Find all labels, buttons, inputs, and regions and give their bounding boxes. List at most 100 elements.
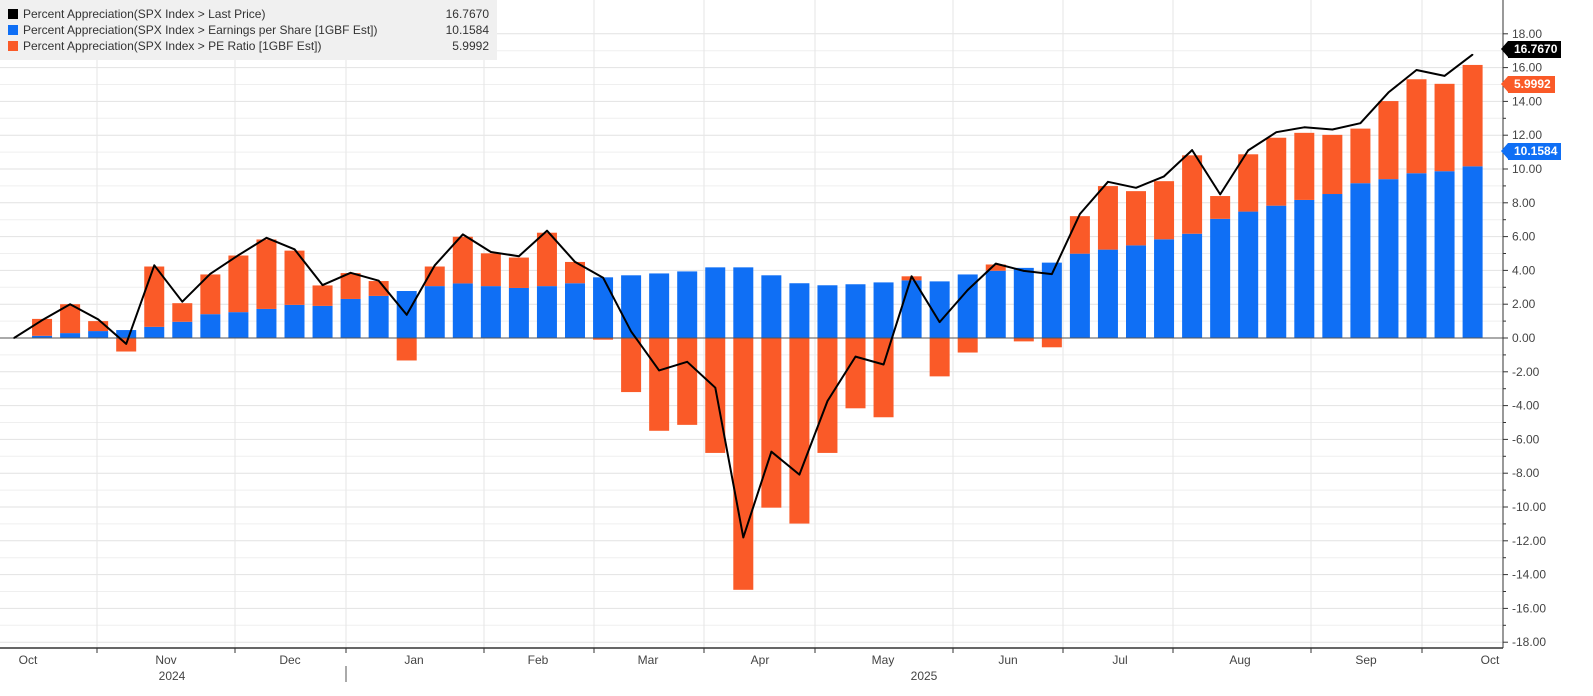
legend-label: Percent Appreciation(SPX Index > PE Rati… — [23, 39, 322, 53]
y-tick-label: 12.00 — [1512, 128, 1542, 142]
line-point-last-price — [405, 314, 408, 316]
line-point-last-price — [658, 369, 660, 372]
bar-eps — [1154, 239, 1175, 338]
bar-pe-ratio — [172, 303, 193, 322]
bar-eps — [929, 281, 950, 338]
y-tick-label: 14.00 — [1512, 94, 1542, 108]
line-point-last-price — [1191, 149, 1193, 151]
line-point-last-price — [1471, 53, 1474, 56]
line-point-last-price — [1135, 186, 1137, 189]
bar-eps — [200, 314, 221, 338]
bar-pe-ratio — [396, 338, 417, 361]
bar-pe-ratio — [200, 274, 221, 315]
bar-pe-ratio — [649, 338, 670, 431]
line-point-last-price — [41, 319, 43, 322]
bar-pe-ratio — [312, 285, 333, 306]
bar-pe-ratio — [424, 266, 445, 287]
bar-eps — [565, 283, 585, 338]
bar-eps — [368, 295, 389, 338]
y-tick-label: 2.00 — [1512, 297, 1536, 311]
bar-pe-ratio — [593, 338, 614, 340]
bar-eps — [508, 287, 529, 338]
bar-eps — [761, 275, 782, 338]
bar-eps — [480, 286, 501, 338]
bar-eps — [256, 308, 277, 338]
line-point-last-price — [209, 272, 212, 275]
line-point-last-price — [518, 255, 520, 258]
line-point-last-price — [798, 473, 801, 476]
legend-value: 16.7670 — [445, 7, 489, 21]
x-tick-label: Oct — [19, 653, 38, 667]
y-tick-label: -12.00 — [1512, 534, 1546, 548]
line-point-last-price — [770, 450, 773, 453]
bar-eps — [1322, 194, 1343, 338]
y-tick-label: 16.00 — [1512, 61, 1542, 75]
bar-pe-ratio — [733, 338, 754, 590]
bar-pe-ratio — [228, 255, 249, 313]
bar-eps — [424, 286, 445, 338]
bar-pe-ratio — [60, 304, 81, 334]
bar-eps — [1210, 218, 1231, 338]
bar-eps — [845, 284, 866, 338]
bar-pe-ratio — [705, 338, 726, 453]
x-tick-label: Nov — [155, 653, 176, 667]
legend-swatch-blue — [8, 25, 18, 35]
y-tick-label: -14.00 — [1512, 568, 1546, 582]
bar-eps — [817, 285, 838, 338]
legend-value: 10.1584 — [445, 23, 489, 37]
line-point-last-price — [686, 361, 688, 363]
bar-eps — [1434, 171, 1455, 338]
bar-pe-ratio — [817, 338, 838, 453]
line-point-last-price — [1051, 273, 1053, 275]
bar-pe-ratio — [1406, 79, 1427, 174]
bar-eps — [340, 298, 361, 338]
x-year-label: 2024 — [159, 669, 186, 683]
line-point-last-price — [938, 321, 941, 323]
x-tick-label: Oct — [1481, 653, 1500, 667]
bar-eps — [228, 312, 249, 338]
line-point-last-price — [826, 400, 829, 402]
x-tick-label: Dec — [279, 653, 300, 667]
legend-label: Percent Appreciation(SPX Index > Last Pr… — [23, 7, 266, 21]
bar-eps — [1238, 211, 1259, 338]
price-last-value-tag: 16.7670 — [1500, 41, 1562, 58]
bar-eps — [1294, 199, 1315, 338]
line-point-last-price — [1107, 181, 1109, 183]
x-tick-label: Apr — [751, 653, 770, 667]
line-point-last-price — [1387, 91, 1390, 94]
bar-eps — [1266, 205, 1287, 338]
line-point-last-price — [433, 264, 436, 267]
line-point-last-price — [910, 275, 913, 278]
bar-eps — [1406, 173, 1427, 338]
y-tick-label: 0.00 — [1512, 331, 1536, 345]
line-point-last-price — [1415, 69, 1418, 71]
y-tick-label: -10.00 — [1512, 500, 1546, 514]
x-tick-label: May — [872, 653, 895, 667]
line-point-last-price — [1303, 126, 1306, 129]
bar-eps — [873, 282, 894, 338]
bar-eps — [88, 331, 109, 338]
line-point-last-price — [714, 386, 717, 389]
bar-pe-ratio — [88, 321, 109, 332]
line-point-last-price — [490, 251, 492, 253]
legend-swatch-orange — [8, 41, 18, 51]
line-point-last-price — [574, 261, 576, 263]
bar-eps — [621, 275, 642, 338]
bar-eps — [705, 267, 726, 338]
line-point-last-price — [994, 262, 997, 265]
bar-pe-ratio — [1434, 83, 1455, 172]
line-point-last-price — [546, 229, 548, 232]
legend-item-last-price[interactable]: Percent Appreciation(SPX Index > Last Pr… — [0, 6, 497, 22]
line-point-last-price — [13, 337, 15, 339]
bar-pe-ratio — [1294, 132, 1315, 200]
bar-pe-ratio — [1126, 191, 1146, 246]
bar-pe-ratio — [1350, 128, 1371, 184]
bar-eps — [789, 283, 810, 338]
bar-pe-ratio — [1041, 338, 1062, 348]
legend-item-eps[interactable]: Percent Appreciation(SPX Index > Earning… — [0, 22, 497, 38]
bar-pe-ratio — [256, 239, 277, 309]
legend-item-pe-ratio[interactable]: Percent Appreciation(SPX Index > PE Rati… — [0, 38, 497, 54]
y-tick-label: -4.00 — [1512, 399, 1540, 413]
bar-eps — [649, 273, 670, 338]
bar-eps — [957, 274, 978, 338]
